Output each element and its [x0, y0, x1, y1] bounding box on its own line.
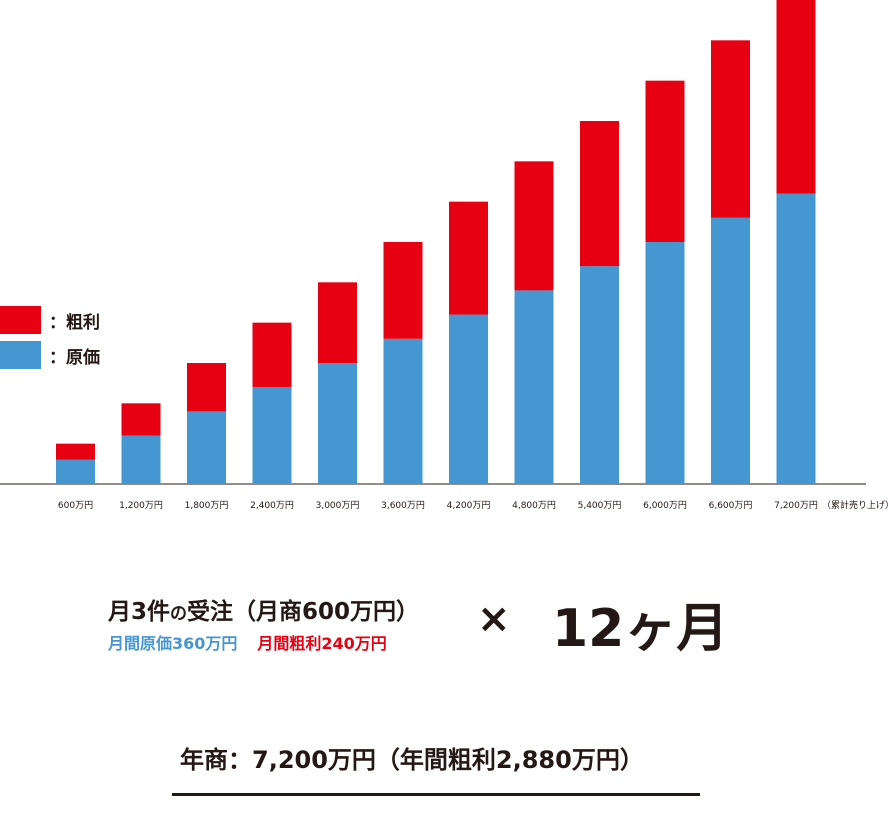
x-tick-label: 1,800万円	[185, 500, 229, 511]
monthly-orders-line: 月3件の受注（月商600万円）	[108, 592, 419, 626]
bar-cost-6	[383, 338, 423, 484]
tick-labels-group: 600万円 1,200万円 1,800万円 2,400万円 3,000万円 3,600万円…	[58, 499, 889, 511]
legend-item-profit: ：粗利	[0, 306, 100, 334]
x-tick-label: 7,200万円	[774, 500, 818, 511]
bar-cost-4	[252, 387, 292, 484]
bar-profit-5	[318, 282, 357, 363]
bar-profit-12	[776, 0, 816, 194]
bar-profit-3	[187, 363, 226, 412]
monthly-orders-detail: 受注（月商600万円）	[187, 599, 420, 625]
bar-cost-2	[121, 435, 161, 484]
legend-item-cost: ：原価	[0, 341, 100, 369]
x-tick-label: 6,600万円	[709, 500, 753, 511]
bar-profit-8	[514, 161, 554, 291]
legend-swatch-profit	[0, 306, 41, 334]
monthly-orders-count: 月3件	[108, 599, 171, 625]
monthly-orders-particle: の	[170, 604, 188, 624]
bar-profit-10	[645, 80, 685, 243]
bar-cost-3	[187, 411, 226, 484]
annual-total-text: 年商：7,200万円（年間粗利2,880万円）	[180, 746, 644, 774]
bar-cost-10	[645, 242, 685, 484]
x-tick-label: 3,000万円	[316, 500, 360, 511]
legend-label-profit: ：粗利	[49, 312, 100, 333]
x-axis-suffix-label: （累計売り上げ）	[822, 499, 889, 511]
x-tick-label: 3,600万円	[381, 500, 425, 511]
multiply-sign: ×	[477, 596, 511, 642]
underline-rule	[172, 793, 700, 796]
bar-profit-9	[580, 121, 619, 267]
bar-cost-5	[318, 363, 357, 484]
bar-profit-4	[252, 322, 292, 388]
bar-profit-6	[383, 242, 423, 339]
x-tick-label: 4,200万円	[447, 500, 491, 511]
bars-group	[56, 0, 816, 485]
monthly-summary: 月3件の受注（月商600万円） 月間原価360万円 月間粗利240万円	[108, 592, 419, 654]
bar-cost-11	[711, 217, 750, 485]
bar-cost-8	[514, 290, 554, 484]
bar-cost-12	[776, 193, 816, 484]
monthly-breakdown-line: 月間原価360万円 月間粗利240万円	[108, 630, 419, 654]
bar-cost-9	[580, 266, 619, 484]
monthly-profit-text: 月間粗利240万円	[257, 634, 387, 653]
x-tick-label: 600万円	[58, 500, 93, 511]
bar-cost-1	[56, 459, 95, 484]
x-tick-label: 1,200万円	[119, 500, 163, 511]
legend-swatch-cost	[0, 341, 41, 369]
legend-label-cost: ：原価	[49, 347, 100, 368]
x-tick-label: 4,800万円	[512, 500, 556, 511]
x-tick-label: 6,000万円	[643, 500, 687, 511]
x-tick-label: 2,400万円	[250, 500, 294, 511]
x-tick-label: 5,400万円	[578, 500, 622, 511]
bar-profit-7	[449, 201, 488, 315]
bar-profit-1	[56, 443, 95, 460]
bar-profit-2	[121, 403, 161, 436]
bar-cost-7	[449, 314, 488, 484]
monthly-cost-text: 月間原価360万円	[108, 634, 238, 653]
bar-profit-11	[711, 40, 750, 218]
stacked-bar-chart: 600万円 1,200万円 1,800万円 2,400万円 3,000万円 3,600万円…	[0, 0, 889, 511]
months-count: 12ヶ月	[552, 599, 729, 659]
